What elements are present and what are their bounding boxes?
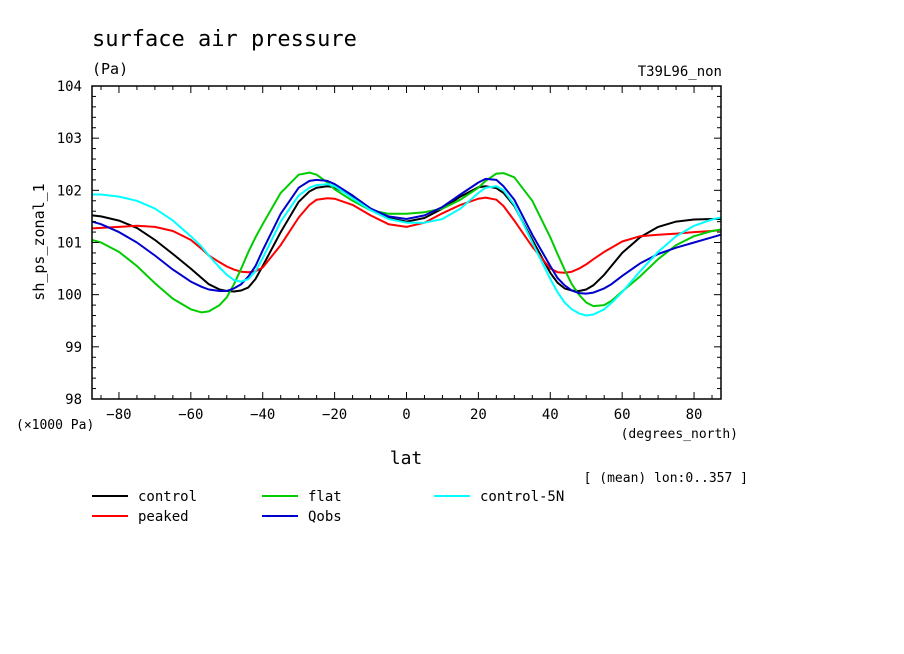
x-tick-label: −80	[106, 407, 131, 423]
x-units-label: (degrees_north)	[621, 427, 738, 442]
x-tick-label: −20	[322, 407, 347, 423]
y-tick-label: 98	[65, 392, 82, 408]
run-label: T39L96_non	[638, 64, 722, 80]
series-line-flat	[91, 171, 722, 314]
footnote: [ (mean) lon:0..357 ]	[584, 471, 748, 486]
series-line-peaked	[91, 196, 722, 274]
x-tick-label: 80	[686, 407, 703, 423]
legend-label: control-5N	[480, 489, 564, 505]
legend: control peaked flat Qobs control-5N	[92, 489, 564, 525]
legend-label: control	[138, 489, 197, 505]
y-tick-label: 101	[57, 236, 82, 252]
axis-ticks: −80 −60 −40 −20 0 20 40 60 80 98 99 100 101 102 103 104	[57, 79, 721, 423]
y-scale-label: (×1000 Pa)	[16, 418, 94, 433]
x-tick-label: 60	[614, 407, 631, 423]
series-lines	[91, 171, 722, 317]
x-tick-label: −40	[250, 407, 275, 423]
series-line-qobs	[91, 177, 722, 295]
y-tick-label: 99	[65, 340, 82, 356]
y-tick-label: 102	[57, 183, 82, 199]
y-axis-label: sh_ps_zonal_1	[30, 183, 48, 300]
legend-label: Qobs	[308, 509, 342, 525]
x-tick-label: 0	[402, 407, 410, 423]
plot-frame	[91, 85, 722, 400]
legend-label: flat	[308, 489, 342, 505]
chart-units: (Pa)	[92, 60, 128, 78]
y-tick-label: 103	[57, 131, 82, 147]
chart-title: surface air pressure	[92, 27, 357, 52]
y-tick-label: 100	[57, 288, 82, 304]
y-tick-label: 104	[57, 79, 82, 95]
x-tick-label: 40	[542, 407, 559, 423]
series-line-control	[91, 185, 721, 293]
legend-label: peaked	[138, 509, 189, 525]
x-axis-label: lat	[390, 448, 423, 469]
x-tick-label: −60	[178, 407, 203, 423]
x-tick-label: 20	[470, 407, 487, 423]
series-line-control-5n	[92, 183, 722, 317]
